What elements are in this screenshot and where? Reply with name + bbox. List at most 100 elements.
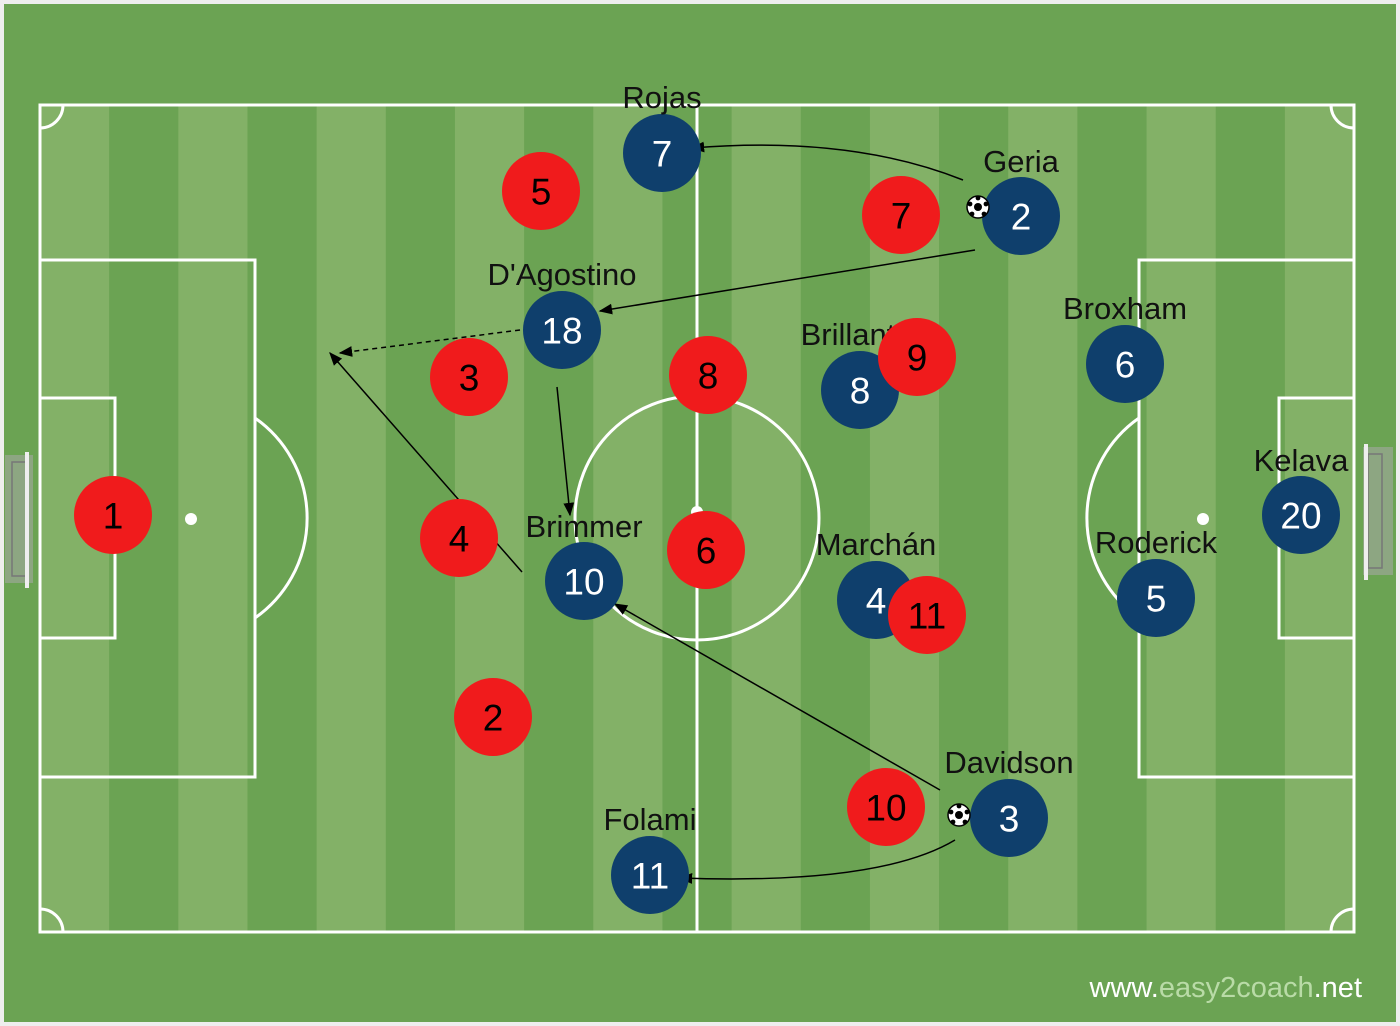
red-player[interactable]: 2 bbox=[454, 678, 532, 756]
player-name: Rojas bbox=[622, 80, 701, 115]
red-player[interactable]: 3 bbox=[430, 338, 508, 416]
right-goal bbox=[1363, 444, 1393, 580]
right-penalty-spot bbox=[1197, 513, 1209, 525]
corner-arc bbox=[39, 104, 65, 130]
player-token[interactable] bbox=[667, 511, 745, 589]
blue-player[interactable]: 5 Roderick bbox=[1095, 525, 1218, 637]
player-name: Roderick bbox=[1095, 525, 1218, 560]
player-token[interactable] bbox=[623, 114, 701, 192]
right-penalty-arc bbox=[1085, 416, 1140, 620]
left-penalty-arc bbox=[254, 416, 309, 620]
pass-arrow bbox=[556, 386, 575, 517]
blue-player[interactable]: 18 D'Agostino bbox=[488, 257, 637, 369]
left-goal bbox=[5, 452, 33, 588]
player-name: Geria bbox=[983, 144, 1060, 179]
player-number: 4 bbox=[449, 519, 470, 560]
blue-player[interactable]: 7 Rojas bbox=[622, 80, 702, 192]
blue-player[interactable]: 6 Broxham bbox=[1063, 291, 1187, 403]
red-player[interactable]: 6 bbox=[667, 511, 745, 589]
player-name: Kelava bbox=[1254, 443, 1350, 478]
player-number: 2 bbox=[483, 698, 504, 739]
red-player[interactable]: 11 bbox=[888, 576, 966, 654]
red-player[interactable]: 1 bbox=[74, 476, 152, 554]
player-token[interactable] bbox=[669, 336, 747, 414]
player-token[interactable] bbox=[847, 768, 925, 846]
player-number: 4 bbox=[866, 581, 887, 622]
red-player[interactable]: 4 bbox=[420, 499, 498, 577]
player-number: 8 bbox=[850, 371, 871, 412]
corner-arc bbox=[39, 907, 65, 933]
player-token[interactable] bbox=[862, 176, 940, 254]
player-token[interactable] bbox=[878, 318, 956, 396]
balls bbox=[947, 195, 990, 827]
player-token[interactable] bbox=[611, 836, 689, 914]
left-penalty-spot bbox=[185, 513, 197, 525]
player-number: 11 bbox=[908, 596, 946, 637]
soccer-ball-icon bbox=[947, 803, 971, 827]
player-number: 20 bbox=[1280, 496, 1321, 537]
player-token[interactable] bbox=[1262, 476, 1340, 554]
player-token[interactable] bbox=[1117, 559, 1195, 637]
red-player[interactable]: 5 bbox=[502, 152, 580, 230]
player-number: 10 bbox=[865, 788, 906, 829]
player-name: Davidson bbox=[944, 745, 1073, 780]
pass-arrow bbox=[690, 141, 964, 181]
player-token[interactable] bbox=[502, 152, 580, 230]
corner-arc bbox=[1329, 907, 1355, 933]
blue-player[interactable]: 20 Kelava bbox=[1254, 443, 1350, 554]
red-player[interactable]: 10 bbox=[847, 768, 925, 846]
soccer-ball-icon bbox=[966, 195, 990, 219]
player-token[interactable] bbox=[420, 499, 498, 577]
run-arrow-dashed bbox=[338, 329, 521, 357]
player-name: Broxham bbox=[1063, 291, 1187, 326]
blue-player[interactable]: 10 Brimmer bbox=[525, 509, 643, 620]
player-token[interactable] bbox=[430, 338, 508, 416]
red-player[interactable]: 9 bbox=[878, 318, 956, 396]
pass-arrow bbox=[678, 839, 956, 884]
player-number: 7 bbox=[652, 134, 673, 175]
watermark: www.easy2coach.net bbox=[1089, 972, 1362, 1004]
player-token[interactable] bbox=[454, 678, 532, 756]
player-number: 8 bbox=[698, 356, 719, 397]
player-number: 6 bbox=[1115, 345, 1136, 386]
player-number: 6 bbox=[696, 531, 717, 572]
player-number: 5 bbox=[1146, 579, 1167, 620]
player-number: 3 bbox=[459, 358, 480, 399]
player-token[interactable] bbox=[545, 542, 623, 620]
player-number: 9 bbox=[907, 338, 928, 379]
player-number: 3 bbox=[999, 799, 1020, 840]
blue-player[interactable]: 2 Geria bbox=[982, 144, 1060, 255]
blue-player[interactable]: 11 Folami bbox=[603, 802, 697, 914]
player-number: 7 bbox=[891, 196, 912, 237]
player-name: Brimmer bbox=[525, 509, 642, 544]
player-token[interactable] bbox=[1086, 325, 1164, 403]
player-number: 10 bbox=[563, 562, 604, 603]
player-token[interactable] bbox=[888, 576, 966, 654]
player-token[interactable] bbox=[523, 291, 601, 369]
player-token[interactable] bbox=[821, 351, 899, 429]
player-name: D'Agostino bbox=[488, 257, 637, 292]
pass-arrow bbox=[613, 603, 941, 791]
grass-stripe bbox=[316, 105, 386, 932]
pass-arrow bbox=[598, 249, 976, 315]
player-name: Marchán bbox=[816, 527, 937, 562]
player-token[interactable] bbox=[74, 476, 152, 554]
blue-player[interactable]: 3 Davidson bbox=[944, 745, 1074, 857]
player-number: 18 bbox=[541, 311, 582, 352]
player-number: 2 bbox=[1011, 197, 1032, 238]
player-token[interactable] bbox=[982, 177, 1060, 255]
player-number: 5 bbox=[531, 172, 552, 213]
player-name: Folami bbox=[603, 802, 696, 837]
red-player[interactable]: 7 bbox=[862, 176, 940, 254]
player-number: 1 bbox=[103, 496, 124, 537]
player-token[interactable] bbox=[970, 779, 1048, 857]
grass-stripe bbox=[593, 105, 663, 932]
player-number: 11 bbox=[631, 856, 669, 897]
red-player[interactable]: 8 bbox=[669, 336, 747, 414]
corner-arc bbox=[1329, 104, 1355, 130]
grass-stripe bbox=[731, 105, 801, 932]
